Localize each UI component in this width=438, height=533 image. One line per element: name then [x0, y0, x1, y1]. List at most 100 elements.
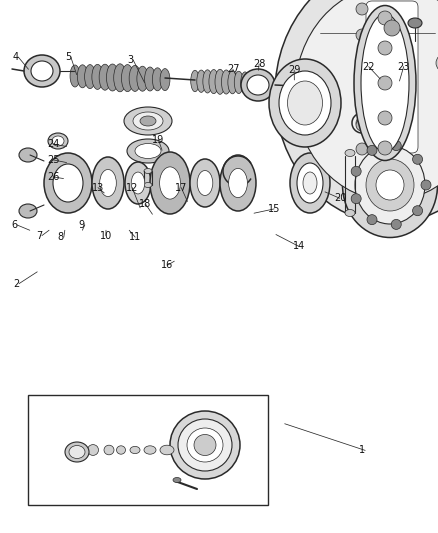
Circle shape — [356, 3, 368, 15]
Ellipse shape — [78, 65, 88, 88]
Text: 26: 26 — [47, 172, 60, 182]
Text: 13: 13 — [92, 183, 104, 192]
Circle shape — [421, 180, 431, 190]
Ellipse shape — [85, 64, 95, 88]
Ellipse shape — [234, 71, 243, 94]
Text: 22: 22 — [363, 62, 375, 71]
Circle shape — [367, 146, 377, 155]
Ellipse shape — [117, 446, 126, 454]
Ellipse shape — [220, 155, 256, 211]
Ellipse shape — [19, 148, 37, 162]
Ellipse shape — [125, 162, 151, 204]
Ellipse shape — [114, 64, 126, 92]
Ellipse shape — [131, 172, 145, 194]
Circle shape — [378, 11, 392, 25]
Text: 15: 15 — [268, 204, 280, 214]
Text: 18: 18 — [139, 199, 152, 208]
Bar — [28, 395, 268, 505]
Ellipse shape — [152, 68, 162, 91]
Ellipse shape — [209, 69, 219, 94]
Ellipse shape — [92, 157, 124, 209]
Ellipse shape — [159, 167, 180, 199]
Ellipse shape — [31, 61, 53, 81]
Ellipse shape — [345, 209, 355, 216]
Text: 19: 19 — [152, 135, 165, 144]
Text: 9: 9 — [79, 220, 85, 230]
Ellipse shape — [345, 149, 355, 157]
Text: 3: 3 — [127, 55, 133, 64]
Text: 24: 24 — [47, 139, 60, 149]
Text: 2: 2 — [13, 279, 19, 288]
Ellipse shape — [197, 70, 206, 92]
Ellipse shape — [19, 204, 37, 218]
Ellipse shape — [48, 133, 68, 149]
Ellipse shape — [127, 139, 169, 163]
Text: 10: 10 — [100, 231, 112, 240]
Text: 4: 4 — [12, 52, 18, 62]
Ellipse shape — [144, 182, 152, 188]
Text: 1: 1 — [359, 446, 365, 455]
Ellipse shape — [222, 70, 231, 94]
Circle shape — [351, 193, 361, 204]
Circle shape — [391, 220, 401, 229]
Ellipse shape — [376, 170, 404, 200]
Ellipse shape — [150, 152, 190, 214]
FancyBboxPatch shape — [356, 0, 428, 165]
Text: 20: 20 — [334, 193, 346, 203]
Ellipse shape — [170, 411, 240, 479]
Text: 12: 12 — [126, 183, 138, 192]
Ellipse shape — [100, 169, 117, 197]
Circle shape — [413, 154, 423, 164]
Ellipse shape — [194, 434, 216, 456]
Ellipse shape — [92, 64, 103, 90]
Ellipse shape — [290, 153, 330, 213]
Ellipse shape — [160, 445, 174, 455]
Ellipse shape — [135, 143, 161, 158]
Text: 8: 8 — [58, 232, 64, 242]
Ellipse shape — [361, 14, 409, 152]
Ellipse shape — [269, 59, 341, 147]
Ellipse shape — [144, 168, 152, 174]
Ellipse shape — [436, 54, 438, 72]
Ellipse shape — [178, 419, 232, 471]
Ellipse shape — [355, 146, 425, 224]
Ellipse shape — [215, 69, 225, 94]
Circle shape — [378, 76, 392, 90]
FancyBboxPatch shape — [366, 1, 418, 153]
Text: 7: 7 — [36, 231, 42, 240]
Ellipse shape — [279, 71, 331, 135]
Text: 28: 28 — [253, 59, 265, 69]
Ellipse shape — [121, 64, 134, 92]
Ellipse shape — [191, 70, 199, 92]
Ellipse shape — [99, 64, 111, 90]
Ellipse shape — [145, 67, 155, 91]
Ellipse shape — [133, 112, 163, 130]
Circle shape — [356, 143, 368, 155]
Circle shape — [351, 166, 361, 176]
Ellipse shape — [275, 0, 438, 223]
Text: 6: 6 — [11, 220, 17, 230]
Circle shape — [356, 29, 368, 41]
Text: 5: 5 — [65, 52, 71, 62]
Ellipse shape — [137, 66, 148, 91]
Circle shape — [378, 141, 392, 155]
Ellipse shape — [241, 72, 249, 93]
Ellipse shape — [292, 81, 306, 91]
Ellipse shape — [287, 81, 322, 125]
Circle shape — [413, 206, 423, 216]
Circle shape — [356, 119, 368, 131]
Ellipse shape — [197, 171, 213, 196]
Ellipse shape — [408, 18, 422, 28]
Ellipse shape — [52, 136, 64, 146]
Ellipse shape — [173, 478, 181, 482]
Ellipse shape — [124, 107, 172, 135]
Text: 23: 23 — [398, 62, 410, 71]
Ellipse shape — [104, 445, 114, 455]
Circle shape — [356, 59, 368, 71]
Circle shape — [367, 215, 377, 224]
Ellipse shape — [44, 153, 92, 213]
Ellipse shape — [190, 159, 220, 207]
Ellipse shape — [88, 445, 99, 455]
Ellipse shape — [303, 172, 317, 194]
Text: 14: 14 — [293, 241, 305, 251]
